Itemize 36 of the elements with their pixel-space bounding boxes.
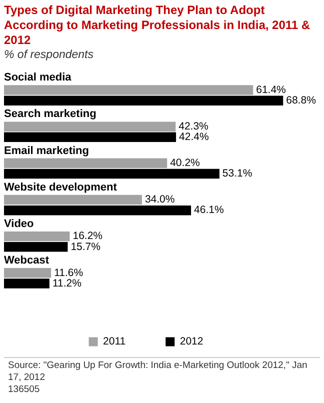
data-label: 40.2%: [170, 157, 200, 170]
bar: [4, 205, 192, 216]
data-label: 34.0%: [144, 194, 175, 206]
chart-title: Types of Digital Marketing They Plan to Adopt According to Marketing Professionals in India, 2011 & 2012: [3, 2, 312, 48]
text: 136505: [8, 384, 41, 396]
bar: [4, 158, 168, 168]
y-tick-label: Social media: [4, 72, 72, 84]
data-label: 11.2%: [52, 277, 82, 290]
y-tick-label: Search marketing: [4, 108, 96, 120]
bar: [4, 168, 220, 179]
data-label: 42.3%: [178, 120, 208, 132]
data-label: 46.1%: [194, 204, 224, 216]
data-label: 15.7%: [70, 240, 100, 253]
bar: [4, 122, 176, 132]
bar: [4, 85, 254, 95]
data-label: 42.4%: [179, 131, 209, 144]
data-label: 11.6%: [54, 266, 84, 279]
bar: [4, 278, 50, 288]
y-tick-label: Video: [4, 218, 34, 230]
legend-label: 2012: [180, 336, 204, 348]
legend-label: 2011: [103, 336, 126, 348]
data-label: 61.4%: [256, 84, 286, 96]
data-label: 53.1%: [222, 168, 252, 180]
chart-subtitle: % of respondents: [3, 48, 95, 61]
bar: [4, 231, 70, 242]
y-tick-label: Webcast: [4, 254, 50, 267]
bar: [4, 242, 68, 252]
bar: [4, 194, 142, 205]
y-tick-label: Website development: [4, 181, 118, 194]
bar: [4, 268, 52, 278]
bar: [4, 132, 176, 142]
bar: [4, 96, 284, 106]
data-label: 68.8%: [286, 94, 316, 106]
source-note: Source: "Gearing Up For Growth: India e-Marketing Outlook 2012," Jan 17, 2012: [8, 360, 308, 384]
y-tick-label: Email marketing: [4, 144, 89, 157]
data-label: 16.2%: [72, 230, 103, 242]
